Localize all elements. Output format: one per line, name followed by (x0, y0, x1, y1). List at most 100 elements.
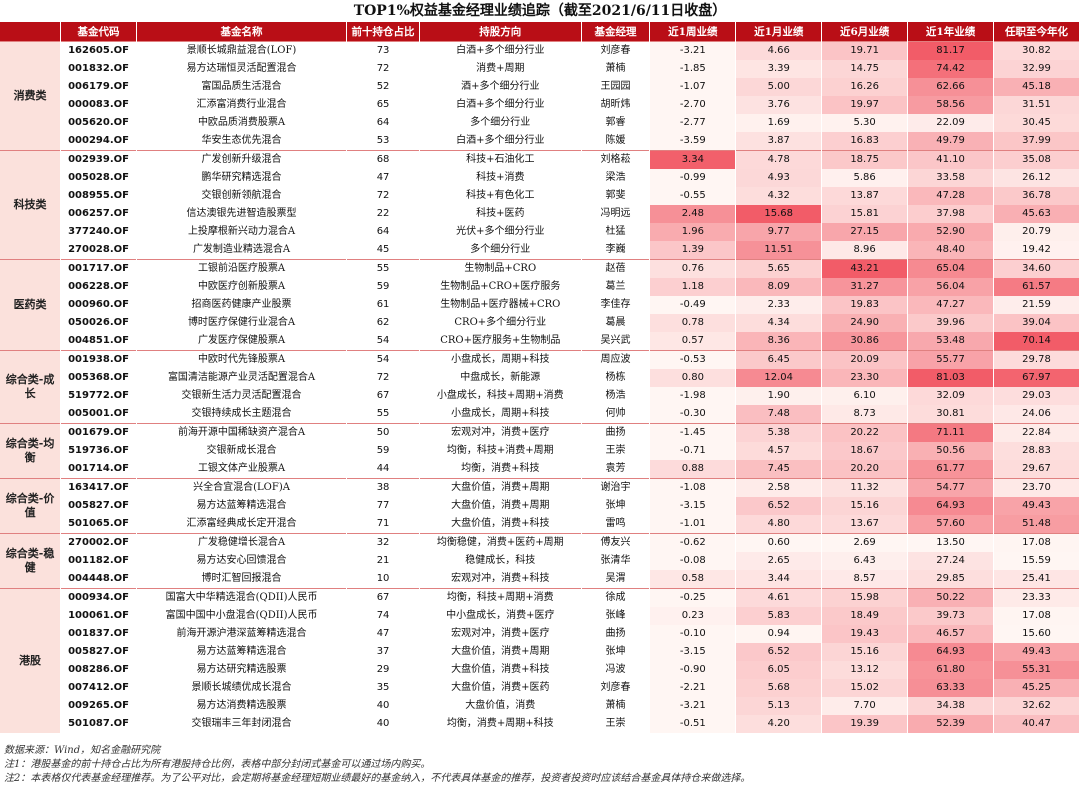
fund-code: 006179.OF (60, 78, 137, 96)
return-1m: 7.45 (735, 460, 823, 479)
table-row: 377240.OF 上投摩根新兴动力混合A 64 光伏+多个细分行业 杜猛 1.96 9.7… (0, 223, 1080, 241)
return-annualized: 70.14 (993, 332, 1080, 351)
holding-direction: 科技+有色化工 (419, 187, 582, 205)
return-1w: -1.07 (649, 78, 737, 96)
fund-code: 001837.OF (60, 625, 137, 643)
fund-manager: 张坤 (581, 643, 651, 661)
return-6m: 15.81 (821, 205, 909, 223)
fund-code: 001717.OF (60, 259, 137, 278)
table-row: 综合类-成长 001938.OF 中欧时代先锋股票A 54 小盘成长，周期+科技 周应波 -… (0, 350, 1080, 424)
return-annualized: 15.60 (993, 625, 1080, 643)
return-1y: 47.27 (907, 296, 994, 314)
return-6m: 7.70 (821, 697, 909, 715)
return-1m: 5.65 (735, 259, 823, 278)
fund-manager: 胡昕炜 (581, 96, 651, 114)
fund-manager: 刘格菘 (581, 150, 651, 169)
fund-manager: 张坤 (581, 497, 651, 515)
return-1w: -0.62 (649, 533, 737, 552)
column-header: 近1年业绩 (907, 22, 994, 42)
fund-name: 中欧品质消费股票A (136, 114, 348, 132)
fund-code: 005827.OF (60, 643, 137, 661)
return-annualized: 21.59 (993, 296, 1080, 314)
return-1m: 2.58 (735, 478, 823, 497)
return-1w: 3.34 (649, 150, 737, 169)
return-1m: 6.05 (735, 661, 823, 679)
fund-name: 景顺长城绩优成长混合 (136, 679, 348, 697)
return-1m: 3.87 (735, 132, 823, 151)
return-1m: 4.20 (735, 715, 823, 733)
return-1y: 52.90 (907, 223, 994, 241)
return-1w: -3.59 (649, 132, 737, 151)
top10-holding-ratio: 71 (346, 515, 420, 534)
return-annualized: 32.99 (993, 60, 1080, 78)
top10-holding-ratio: 67 (346, 588, 420, 607)
top10-holding-ratio: 62 (346, 314, 420, 332)
group-label: 医药类 (0, 259, 62, 351)
table-body: 消费类 162605.OF 景顺长城鼎益混合(LOF) 73 白酒+多个细分行业 刘彦春 -… (0, 41, 1080, 733)
return-1y: 81.17 (907, 41, 994, 60)
return-6m: 2.69 (821, 533, 909, 552)
return-1w: -0.53 (649, 350, 737, 369)
fund-code: 519736.OF (60, 442, 137, 460)
return-6m: 19.71 (821, 41, 909, 60)
fund-name: 博时医疗保健行业混合A (136, 314, 348, 332)
return-annualized: 36.78 (993, 187, 1080, 205)
return-annualized: 15.59 (993, 552, 1080, 570)
fund-manager: 郭斐 (581, 187, 651, 205)
table-row: 000083.OF 汇添富消费行业混合 65 白酒+多个细分行业 胡昕炜 -2.70 3.7… (0, 96, 1080, 114)
return-1m: 5.38 (735, 423, 823, 442)
return-1w: -1.08 (649, 478, 737, 497)
top10-holding-ratio: 45 (346, 241, 420, 260)
holding-direction: 酒+多个细分行业 (419, 78, 582, 96)
fund-name: 富国中国中小盘混合(QDII)人民币 (136, 607, 348, 625)
top10-holding-ratio: 50 (346, 423, 420, 442)
return-1y: 74.42 (907, 60, 994, 78)
fund-manager: 王崇 (581, 715, 651, 733)
note-1: 注1：港股基金的前十持仓占比为所有港股持仓比例，表格中部分封闭式基金可以通过场内… (4, 759, 431, 770)
return-1y: 30.81 (907, 405, 994, 424)
holding-direction: 大盘价值，消费+周期 (419, 478, 582, 497)
holding-direction: 宏观对冲，消费+医疗 (419, 423, 582, 442)
table-row: 000960.OF 招商医药健康产业股票 61 生物制品+医疗器械+CRO 李佳存 -0.… (0, 296, 1080, 314)
fund-name: 前海开源中国稀缺资产混合A (136, 423, 348, 442)
return-1m: 5.13 (735, 697, 823, 715)
return-annualized: 45.18 (993, 78, 1080, 96)
top10-holding-ratio: 61 (346, 296, 420, 314)
fund-manager: 周应波 (581, 350, 651, 369)
table-header: 基金代码 基金名称 前十持仓占比 持股方向 基金经理 近1周业绩 近1月业绩 近6月业绩 近1年… (0, 22, 1080, 42)
table-row: 005368.OF 富国清洁能源产业灵活配置混合A 72 中盘成长，新能源 杨栋 0.80… (0, 369, 1080, 387)
return-1m: 8.09 (735, 278, 823, 296)
holding-direction: 大盘价值，消费+科技 (419, 515, 582, 534)
return-1w: -0.08 (649, 552, 737, 570)
return-1y: 27.24 (907, 552, 994, 570)
return-1y: 34.38 (907, 697, 994, 715)
fund-manager: 吴渭 (581, 570, 651, 589)
fund-code: 005028.OF (60, 169, 137, 187)
return-annualized: 45.63 (993, 205, 1080, 223)
return-6m: 18.75 (821, 150, 909, 169)
return-6m: 20.09 (821, 350, 909, 369)
holding-direction: 大盘价值，消费 (419, 697, 582, 715)
return-1m: 4.93 (735, 169, 823, 187)
fund-code: 162605.OF (60, 41, 137, 60)
fund-code: 000294.OF (60, 132, 137, 151)
return-1w: 0.76 (649, 259, 737, 278)
return-annualized: 17.08 (993, 533, 1080, 552)
return-annualized: 37.99 (993, 132, 1080, 151)
return-6m: 8.96 (821, 241, 909, 260)
column-header: 基金名称 (136, 22, 348, 42)
return-1y: 29.85 (907, 570, 994, 589)
table-row: 006228.OF 中欧医疗创新股票A 59 生物制品+CRO+医疗服务 葛兰 1.18 8… (0, 278, 1080, 296)
fund-code: 100061.OF (60, 607, 137, 625)
return-1m: 0.60 (735, 533, 823, 552)
return-annualized: 17.08 (993, 607, 1080, 625)
holding-direction: 均衡稳健，消费+医药+周期 (419, 533, 582, 552)
column-header: 基金经理 (581, 22, 651, 42)
return-annualized: 31.51 (993, 96, 1080, 114)
holding-direction: 白酒+多个细分行业 (419, 41, 582, 60)
table-row: 001837.OF 前海开源沪港深蓝筹精选混合 47 宏观对冲，消费+医疗 曲扬 -0.1… (0, 625, 1080, 643)
fund-name: 交银新生活力灵活配置混合 (136, 387, 348, 405)
return-annualized: 45.25 (993, 679, 1080, 697)
return-1w: -0.51 (649, 715, 737, 733)
fund-manager: 陈媛 (581, 132, 651, 151)
